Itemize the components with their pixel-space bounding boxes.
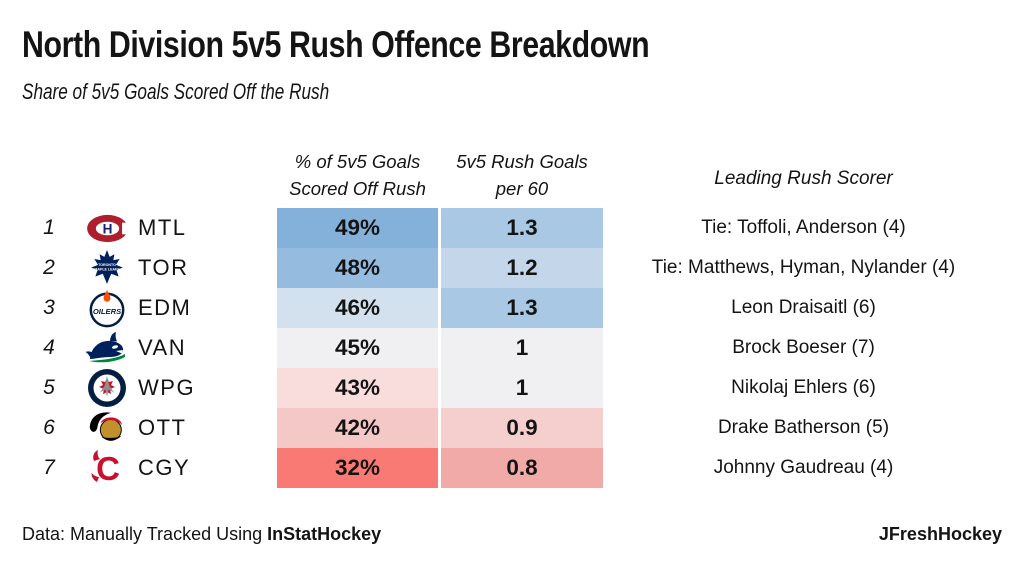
pct-value-cell: 48% [277,248,438,288]
team-logo-cell [78,368,136,408]
column-header-pct-line1: % of 5v5 Goals [294,151,421,172]
leading-scorer-cell: Brock Boeser (7) [732,337,875,358]
column-header-scorer: Leading Rush Scorer [714,168,893,189]
per60-value-cell: 1 [441,328,603,368]
leading-scorer-cell: Nikolaj Ehlers (6) [731,377,876,398]
rank-cell: 1 [43,216,55,239]
data-source-prefix: Data: Manually Tracked Using [22,524,268,544]
svg-text:OILERS: OILERS [93,307,121,316]
toronto-maple-leafs-logo: TORONTO MAPLE LEAFS [91,250,123,284]
pct-value-cell: 32% [277,448,438,488]
ottawa-senators-logo [89,412,123,441]
leading-scorer-cell: Johnny Gaudreau (4) [713,457,894,478]
per60-value-cell: 0.8 [441,448,603,488]
page-subtitle: Share of 5v5 Goals Scored Off the Rush [22,79,330,104]
column-header-pct-line2: Scored Off Rush [289,178,426,199]
rank-cell: 5 [43,376,55,399]
column-header-per60-line1: 5v5 Rush Goals [456,151,588,172]
winnipeg-jets-logo [88,369,126,407]
per60-value-cell: 1 [441,368,603,408]
leading-scorer-cell: Tie: Toffoli, Anderson (4) [701,217,906,238]
team-logo-cell: TORONTO MAPLE LEAFS [78,248,136,288]
team-logo-cell: OILERS [78,288,136,328]
per60-value-cell: 1.3 [441,208,603,248]
pct-value-cell: 49% [277,208,438,248]
team-abbr-cell: EDM [138,295,192,320]
vancouver-canucks-logo [85,332,125,363]
team-abbr-cell: MTL [138,215,187,240]
page-title: North Division 5v5 Rush Offence Breakdow… [22,24,650,65]
team-logo-cell [78,408,136,448]
team-logo-cell [78,328,136,368]
per60-value-cell: 1.2 [441,248,603,288]
leading-scorer-cell: Leon Draisaitl (6) [731,297,876,318]
pct-value-cell: 45% [277,328,438,368]
rank-cell: 7 [43,456,55,479]
author-credit: JFreshHockey [878,524,1002,544]
rank-cell: 2 [43,256,55,279]
pct-value-cell: 43% [277,368,438,408]
svg-text:H: H [102,221,112,236]
table-body: 1 H MTL 49% 1.3 Tie: Toffoli, Anderson (… [20,208,1004,488]
column-header-pct: % of 5v5 Goals Scored Off Rush [277,148,438,202]
montreal-canadiens-logo: H [86,214,130,242]
data-source-brand: InStatHockey [267,524,382,544]
table-row: 6 OTT 42% 0.9 Drake Batherson (5) [20,408,1004,448]
table-row: 5 WPG 43% 1 Nikolaj Ehlers (6) [20,368,1004,408]
calgary-flames-logo: C [91,450,120,487]
column-header-per60: 5v5 Rush Goals per 60 [441,148,603,202]
edmonton-oilers-logo: OILERS [89,289,125,328]
table-row: 1 H MTL 49% 1.3 Tie: Toffoli, Anderson (… [20,208,1004,248]
team-logo-cell: H [78,208,136,248]
team-abbr-cell: OTT [138,415,187,440]
team-abbr-cell: VAN [138,335,187,360]
pct-value-cell: 42% [277,408,438,448]
table-row: 4 VAN 45% 1 Brock Boeser (7) [20,328,1004,368]
leading-scorer-cell: Tie: Matthews, Hyman, Nylander (4) [651,257,956,278]
svg-text:C: C [96,450,120,487]
rank-cell: 4 [43,336,55,359]
team-abbr-cell: TOR [138,255,189,280]
pct-value-cell: 46% [277,288,438,328]
rank-cell: 3 [43,296,55,319]
leading-scorer-cell: Drake Batherson (5) [717,417,890,438]
team-abbr-cell: CGY [138,455,191,480]
data-source-note: Data: Manually Tracked Using InStatHocke… [22,524,381,545]
column-header-per60-line2: per 60 [495,178,549,199]
team-abbr-cell: WPG [138,375,196,400]
per60-value-cell: 1.3 [441,288,603,328]
team-logo-cell: C [78,448,136,488]
svg-text:MAPLE LEAFS: MAPLE LEAFS [94,268,120,272]
per60-value-cell: 0.9 [441,408,603,448]
table-row: 3 OILERS EDM 46% 1.3 Leon Draisaitl (6) [20,288,1004,328]
rank-cell: 6 [43,416,55,439]
svg-text:TORONTO: TORONTO [98,263,116,267]
table-row: 7 C CGY 32% 0.8 Johnny Gaudreau (4) [20,448,1004,488]
table-row: 2 TORONTO MAPLE LEAFS TOR 48% 1.2 Tie: M… [20,248,1004,288]
